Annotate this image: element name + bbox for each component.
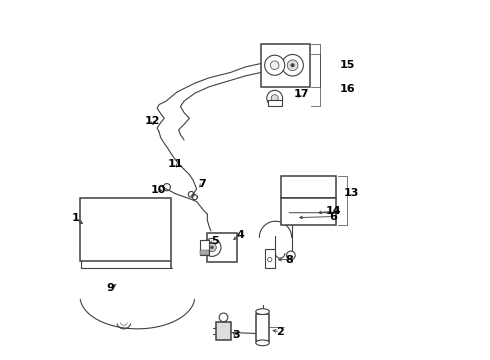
Circle shape <box>270 61 279 69</box>
Text: 15: 15 <box>340 60 355 70</box>
Circle shape <box>287 60 298 71</box>
Circle shape <box>291 63 294 67</box>
Bar <box>268 100 282 107</box>
Text: 1: 1 <box>72 213 79 223</box>
Text: 9: 9 <box>107 283 115 293</box>
Circle shape <box>211 246 214 249</box>
Text: 14: 14 <box>326 206 342 216</box>
Text: 2: 2 <box>276 327 284 337</box>
Bar <box>200 250 209 255</box>
Circle shape <box>267 90 283 106</box>
Text: 12: 12 <box>145 116 160 126</box>
Bar <box>216 322 231 339</box>
Text: 3: 3 <box>232 330 240 340</box>
Circle shape <box>208 243 216 252</box>
Circle shape <box>268 257 272 262</box>
Bar <box>200 240 209 255</box>
Text: 11: 11 <box>167 159 183 169</box>
Bar <box>261 44 310 87</box>
Circle shape <box>287 251 295 260</box>
Circle shape <box>282 54 303 76</box>
Text: 6: 6 <box>329 212 337 221</box>
Circle shape <box>271 95 278 102</box>
Ellipse shape <box>256 340 270 346</box>
Bar <box>256 314 270 341</box>
Bar <box>207 233 237 262</box>
Text: 17: 17 <box>294 89 309 99</box>
Circle shape <box>203 238 221 256</box>
Bar <box>281 176 337 198</box>
Bar <box>265 249 275 268</box>
Text: 8: 8 <box>286 255 294 265</box>
Text: 10: 10 <box>150 185 166 195</box>
Text: 4: 4 <box>237 230 245 239</box>
Bar <box>281 198 337 225</box>
Text: 16: 16 <box>340 84 355 94</box>
Text: 5: 5 <box>211 236 219 246</box>
Circle shape <box>219 313 228 321</box>
Text: 7: 7 <box>198 179 206 189</box>
Bar <box>80 198 172 261</box>
Text: 13: 13 <box>344 188 360 198</box>
Circle shape <box>265 55 285 75</box>
Ellipse shape <box>256 309 270 315</box>
